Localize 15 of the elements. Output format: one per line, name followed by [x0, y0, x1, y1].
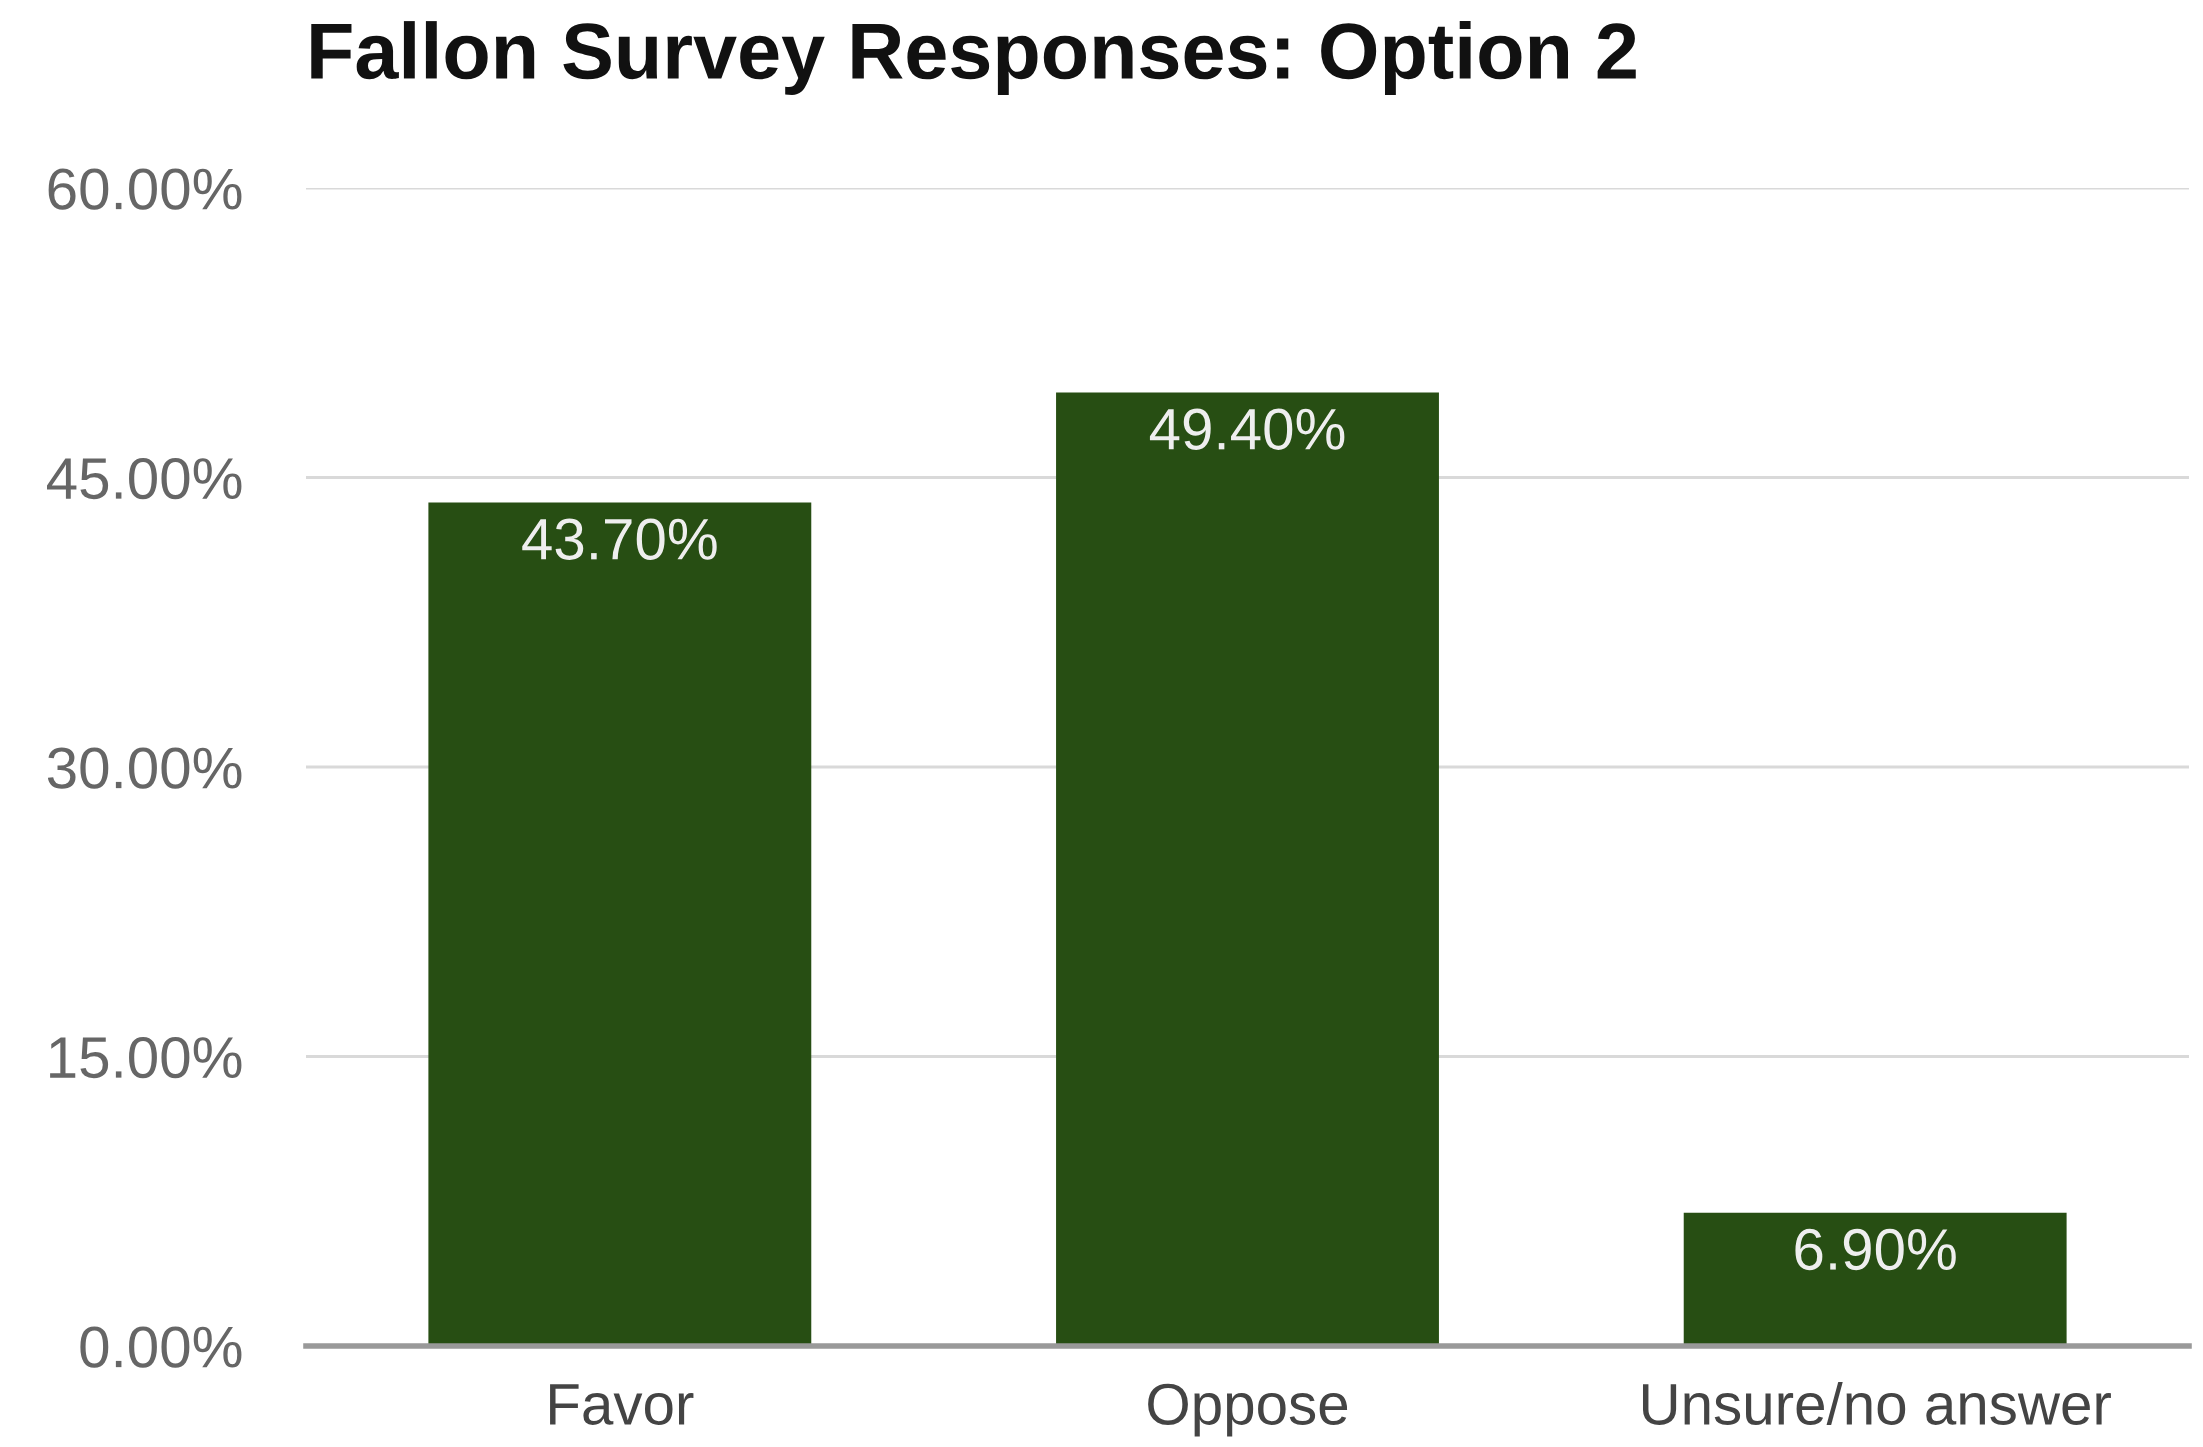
x-tick-label: Oppose	[1148, 1383, 1348, 1437]
bar	[428, 502, 812, 1346]
y-tick-label: 30.00%	[47, 747, 242, 789]
x-tick-label: Unsure/no answer	[1642, 1382, 2111, 1425]
chart-title: Fallon Survey Responses: Option 2	[311, 21, 1636, 95]
bar	[1683, 1212, 2067, 1346]
y-tick-label: 45.00%	[47, 457, 242, 500]
y-tick-label: 60.00%	[48, 168, 242, 210]
data-label: 6.90%	[1795, 1228, 1956, 1271]
y-tick-label: 15.00%	[50, 1036, 242, 1079]
y-tick-label: 0.00%	[80, 1326, 242, 1368]
bar	[1056, 392, 1439, 1346]
data-label: 49.40%	[1149, 408, 1345, 450]
data-label: 43.70%	[522, 518, 717, 560]
x-tick-label: Favor	[550, 1384, 694, 1425]
